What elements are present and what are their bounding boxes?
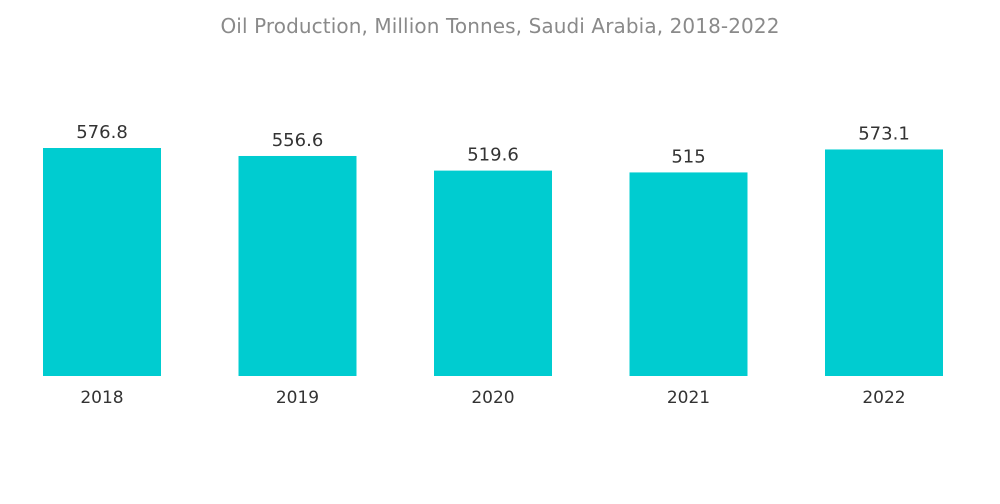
data-label-2018: 576.8 — [76, 122, 128, 143]
bar-2022 — [825, 149, 943, 376]
bar-2018 — [43, 148, 161, 376]
x-tick-label-2019: 2019 — [276, 388, 319, 408]
bar-2020 — [434, 170, 552, 376]
bar-2019 — [238, 155, 357, 376]
data-label-2020: 519.6 — [467, 145, 519, 166]
data-label-2021: 515 — [671, 146, 705, 167]
x-tick-label-2021: 2021 — [667, 388, 710, 408]
bar-2021 — [629, 172, 748, 376]
x-tick-label-2018: 2018 — [80, 388, 123, 408]
data-label-2022: 573.1 — [858, 123, 910, 144]
chart-title: Oil Production, Million Tonnes, Saudi Ar… — [220, 14, 780, 38]
x-tick-label-2022: 2022 — [862, 388, 905, 408]
data-label-2019: 556.6 — [272, 130, 324, 151]
x-tick-label-2020: 2020 — [471, 388, 514, 408]
